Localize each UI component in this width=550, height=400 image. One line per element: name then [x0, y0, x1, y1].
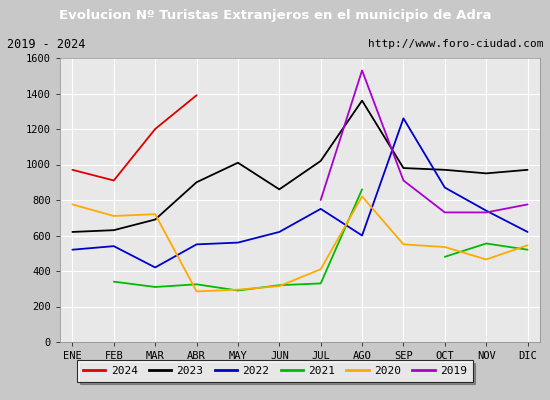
Text: http://www.foro-ciudad.com: http://www.foro-ciudad.com — [368, 39, 543, 49]
Text: Evolucion Nº Turistas Extranjeros en el municipio de Adra: Evolucion Nº Turistas Extranjeros en el … — [59, 8, 491, 22]
Text: 2019 - 2024: 2019 - 2024 — [7, 38, 85, 50]
Legend: 2024, 2023, 2022, 2021, 2020, 2019: 2024, 2023, 2022, 2021, 2020, 2019 — [78, 360, 472, 382]
